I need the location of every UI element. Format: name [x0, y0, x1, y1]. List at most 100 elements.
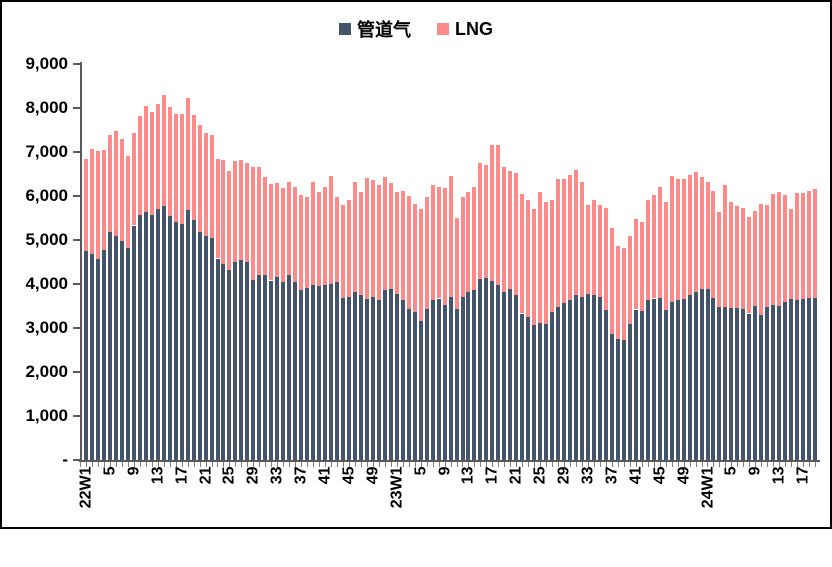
legend-item-lng: LNG [437, 19, 493, 40]
bar-segment-lng [597, 204, 602, 297]
x-axis-label: 23W1 [388, 466, 406, 509]
bar-segment-pipeline [472, 290, 477, 460]
x-axis-tick [809, 462, 810, 467]
x-axis-tick [241, 462, 243, 467]
bar-segment-pipeline [221, 263, 226, 460]
x-axis-tick [432, 462, 434, 467]
bar-segment-lng [765, 205, 770, 307]
x-axis-tick [348, 462, 350, 467]
bar-segment-pipeline [532, 325, 537, 460]
x-axis-tick [558, 462, 560, 467]
x-axis-tick [115, 462, 117, 467]
bar-segment-lng [526, 199, 531, 317]
bar-segment-lng [149, 112, 154, 215]
bar-segment-lng [687, 175, 692, 296]
y-axis-label: - [62, 450, 68, 469]
x-axis-tick [151, 462, 153, 467]
bar-segment-lng [305, 196, 310, 289]
x-axis-tick [109, 462, 111, 467]
x-axis-tick [731, 462, 733, 467]
bar-segment-pipeline [137, 214, 142, 460]
x-axis-tick [103, 462, 105, 467]
x-axis-tick [354, 462, 356, 467]
bar-segment-lng [621, 247, 626, 341]
x-axis-label: 5 [101, 466, 119, 476]
x-axis-tick [86, 462, 87, 467]
x-axis-tick [593, 462, 595, 467]
x-axis-label: 45 [651, 466, 669, 485]
bar-segment-lng [711, 191, 716, 299]
bar-segment-lng [323, 186, 327, 286]
x-axis-tick [689, 462, 691, 467]
bar-segment-lng [609, 228, 614, 334]
x-axis-tick [456, 462, 458, 467]
bar-segment-pipeline [813, 297, 817, 460]
bar-segment-lng [137, 115, 142, 215]
x-axis-label: 9 [746, 466, 764, 476]
x-axis-tick [755, 462, 757, 467]
bar-segment-lng [723, 184, 728, 307]
bar-segment-lng [717, 211, 722, 307]
bar-segment-pipeline [149, 214, 154, 460]
bar-segment-lng [735, 206, 740, 308]
bar-segment-lng [209, 135, 214, 239]
bar-segment-lng [233, 161, 238, 263]
y-axis-label: 7,000 [25, 142, 68, 161]
bar-segment-pipeline [317, 285, 322, 460]
bar-segment-lng [603, 207, 608, 311]
x-axis-tick [121, 462, 123, 467]
bar-segment-lng [520, 193, 525, 314]
bar-segment-pipeline [663, 310, 668, 460]
bar-segment-pipeline [502, 291, 507, 460]
x-axis-tick [797, 462, 799, 467]
bar-segment-lng [508, 171, 513, 289]
bar-segment-lng [663, 202, 668, 311]
bar-segment-lng [155, 103, 160, 210]
bar-segment-pipeline [125, 247, 130, 460]
legend-label-pipeline: 管道气 [357, 20, 411, 40]
bar-segment-lng [185, 97, 190, 211]
y-axis-label: 5,000 [25, 230, 68, 249]
bar-segment-lng [113, 131, 118, 236]
bar-segment-pipeline [729, 307, 734, 460]
x-axis-label: 41 [627, 466, 645, 485]
x-axis-tick [259, 462, 261, 467]
bar-segment-lng [400, 191, 405, 301]
bar-segment-pipeline [418, 320, 423, 460]
lng-swatch [437, 23, 449, 35]
x-axis-tick [582, 462, 583, 467]
x-axis-label: 13 [149, 466, 167, 485]
bar-segment-pipeline [341, 298, 345, 460]
bar-segment-pipeline [454, 308, 459, 460]
bar-segment-pipeline [442, 305, 447, 460]
x-axis-tick [671, 462, 673, 467]
x-axis-tick [145, 462, 147, 467]
bar-segment-pipeline [448, 297, 453, 460]
bar-segment-lng [245, 162, 250, 262]
bar-segment-pipeline [143, 211, 148, 460]
y-axis-tick [73, 371, 80, 373]
bar-segment-lng [490, 144, 495, 281]
x-axis-tick [587, 462, 589, 467]
bar-segment-pipeline [687, 295, 692, 460]
chart-canvas: { "legend": { "items": [ { "label": "管道气… [0, 0, 832, 529]
bar-segment-pipeline [789, 299, 794, 460]
bar-segment-pipeline [173, 222, 178, 460]
bar-segment-lng [281, 188, 286, 282]
x-axis-tick [366, 462, 368, 467]
bar-segment-lng [263, 177, 268, 276]
bar-segment-pipeline [382, 290, 387, 460]
bar-segment-pipeline [484, 277, 489, 460]
x-axis-label: 13 [459, 466, 477, 485]
bar-segment-lng [269, 183, 274, 281]
bar-segment-pipeline [257, 275, 262, 460]
y-axis-label: 2,000 [25, 362, 68, 381]
bar-segment-pipeline [801, 298, 806, 460]
bar-segment-pipeline [161, 206, 166, 460]
x-axis-tick [325, 462, 326, 467]
x-axis-tick [342, 462, 344, 467]
x-axis-tick [516, 462, 518, 467]
x-axis-tick [211, 462, 213, 467]
y-axis-tick [73, 151, 80, 153]
bar-segment-lng [394, 192, 399, 294]
